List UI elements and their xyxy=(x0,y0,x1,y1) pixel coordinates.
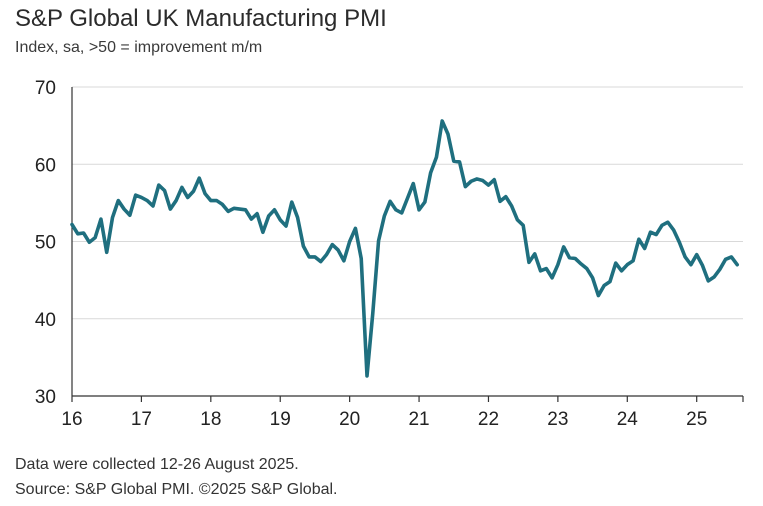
series-line-0 xyxy=(70,119,739,378)
x-tick-label-22: 22 xyxy=(478,409,499,430)
chart-title: S&P Global UK Manufacturing PMI xyxy=(15,5,387,32)
x-tick-label-23: 23 xyxy=(547,409,568,430)
y-tick-label-70: 70 xyxy=(35,78,56,99)
y-tick-label-30: 30 xyxy=(35,387,56,408)
x-tick-label-24: 24 xyxy=(617,409,639,430)
x-tick-label-19: 19 xyxy=(270,409,291,430)
x-tick-label-20: 20 xyxy=(339,409,360,430)
source-note: Source: S&P Global PMI. ©2025 S&P Global… xyxy=(15,481,338,498)
y-tick-label-50: 50 xyxy=(35,233,56,254)
x-tick-label-16: 16 xyxy=(61,409,82,430)
x-tick-label-25: 25 xyxy=(686,409,707,430)
x-tick-label-17: 17 xyxy=(131,409,152,430)
y-tick-label-60: 60 xyxy=(35,155,56,176)
data-collection-note: Data were collected 12-26 August 2025. xyxy=(15,456,299,473)
x-tick-label-18: 18 xyxy=(200,409,221,430)
y-tick-label-40: 40 xyxy=(35,310,56,331)
chart-subtitle: Index, sa, >50 = improvement m/m xyxy=(15,39,263,56)
x-tick-label-21: 21 xyxy=(408,409,429,430)
